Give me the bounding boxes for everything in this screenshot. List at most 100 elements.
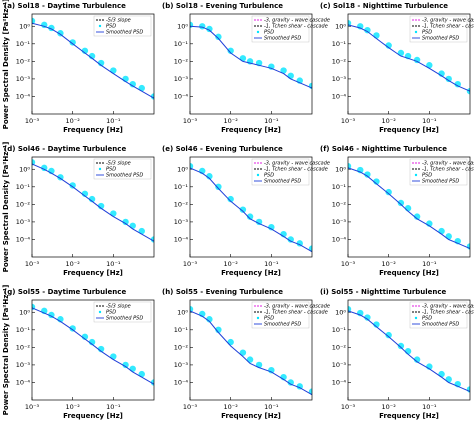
psd-point: [385, 42, 392, 49]
y-tick-label: 10⁰: [19, 165, 30, 173]
psd-point: [122, 218, 129, 226]
x-tick-label: 10⁻²: [66, 260, 81, 268]
psd-point: [364, 171, 371, 178]
plot: [348, 305, 470, 393]
legend-label: -3, gravity - wave cascade: [422, 161, 474, 167]
psd-point: [296, 240, 303, 247]
psd-point: [246, 213, 254, 220]
axes-frame: [31, 156, 155, 258]
legend-label: -3, gravity - wave cascade: [422, 18, 474, 24]
x-tick-label: 10⁻²: [224, 260, 239, 268]
psd-point: [268, 223, 275, 231]
legend-label: -3, gravity - wave cascade: [264, 161, 330, 167]
x-tick-label: 10⁻²: [66, 403, 81, 411]
y-tick-label: 10⁻²: [332, 200, 347, 208]
axes-frame: [31, 13, 155, 115]
psd-point: [287, 379, 294, 386]
legend-label: PSD: [422, 173, 432, 179]
x-tick-label: 10⁻¹: [422, 403, 437, 411]
chart-title: (g) Sol55 - Daytime Turbulence: [4, 288, 126, 296]
psd-point: [364, 314, 371, 321]
x-axis-label: Frequency [Hz]: [379, 126, 439, 134]
psd-point: [239, 349, 247, 356]
legend-label: PSD: [106, 310, 116, 316]
chart-title: (i) Sol55 - Nighttime Turbulence: [320, 288, 447, 296]
y-axis-label: Power Spectral Density [Pa²Hz⁻¹]: [2, 142, 10, 273]
legend-label: -3, gravity - wave cascade: [264, 18, 330, 24]
y-tick-label: 10⁻¹: [174, 183, 189, 191]
psd-point: [227, 47, 234, 54]
x-tick-label: 10⁻³: [25, 117, 40, 125]
plot: [190, 162, 312, 253]
y-tick-label: 10⁰: [19, 22, 30, 30]
y-tick-label: 10⁻²: [174, 343, 189, 351]
psd-point: [239, 206, 247, 213]
psd-point: [385, 331, 392, 339]
psd-point: [122, 361, 129, 369]
legend-swatch: [256, 316, 260, 320]
x-tick-label: 10⁻²: [382, 403, 397, 411]
psd-point: [404, 348, 412, 355]
legend-label: Smoothed PSD: [106, 30, 143, 36]
y-tick-label: 10⁻²: [174, 200, 189, 208]
y-tick-label: 10⁻⁴: [16, 235, 31, 243]
x-axis-label: Frequency [Hz]: [221, 269, 281, 277]
legend-label: PSD: [264, 173, 274, 179]
y-tick-label: 10⁻²: [332, 57, 347, 65]
smoothed-line: [32, 307, 154, 385]
chart-title: (f) Sol46 - Nighttime Turbulence: [320, 145, 447, 153]
x-tick-label: 10⁻²: [224, 403, 239, 411]
x-tick-label: 10⁻²: [382, 117, 397, 125]
y-tick-label: 10⁻¹: [174, 326, 189, 334]
axes-frame: [347, 299, 471, 401]
psd-point: [227, 338, 234, 346]
axes-frame: [189, 299, 313, 401]
psd-point: [454, 80, 461, 88]
psd-point: [364, 26, 371, 34]
y-tick-label: 10⁻¹: [16, 40, 31, 48]
smoothed-line: [32, 22, 154, 99]
psd-point: [438, 370, 445, 378]
y-tick-label: 10⁻³: [16, 75, 31, 83]
plot: [348, 19, 470, 95]
psd-point: [287, 236, 294, 243]
psd-point: [227, 195, 234, 203]
y-tick-label: 10⁻¹: [332, 183, 347, 191]
legend-label: Smoothed PSD: [264, 322, 301, 328]
psd-point: [373, 32, 380, 39]
x-tick-label: 10⁻¹: [264, 117, 279, 125]
smoothed-line: [32, 163, 154, 242]
psd-point: [32, 17, 36, 25]
x-tick-label: 10⁻¹: [106, 403, 121, 411]
x-axis-label: Frequency [Hz]: [221, 126, 281, 134]
legend-label: PSD: [422, 30, 432, 36]
psd-point: [445, 75, 452, 83]
y-tick-label: 10⁻³: [16, 361, 31, 369]
chart-title: (c) Sol18 - Nighttime Turbulence: [320, 2, 448, 10]
legend-box: [93, 158, 152, 180]
x-tick-label: 10⁻³: [25, 260, 40, 268]
y-tick-label: 10⁰: [177, 22, 188, 30]
psd-point: [215, 326, 222, 334]
legend-label: -1, Tchen shear - cascade: [422, 167, 474, 173]
psd-point: [69, 182, 76, 189]
legend-label: PSD: [264, 30, 274, 36]
legend-swatch: [414, 173, 418, 177]
psd-point: [69, 325, 76, 332]
x-axis-label: Frequency [Hz]: [221, 412, 281, 420]
x-tick-label: 10⁻³: [341, 117, 356, 125]
psd-point: [206, 25, 213, 33]
legend-label: Smoothed PSD: [422, 322, 459, 328]
legend-label: -5/3 slope: [106, 18, 131, 24]
axes-frame: [347, 156, 471, 258]
y-tick-label: 10⁻³: [332, 218, 347, 226]
plot: [348, 162, 470, 250]
y-tick-label: 10⁻⁴: [16, 378, 31, 386]
psd-point: [57, 30, 64, 37]
legend-label: PSD: [106, 24, 116, 30]
y-tick-label: 10⁻³: [174, 75, 189, 83]
legend-label: -1, Tchen shear - cascade: [264, 310, 328, 316]
y-tick-label: 10⁻³: [174, 361, 189, 369]
psd-point: [41, 164, 48, 172]
